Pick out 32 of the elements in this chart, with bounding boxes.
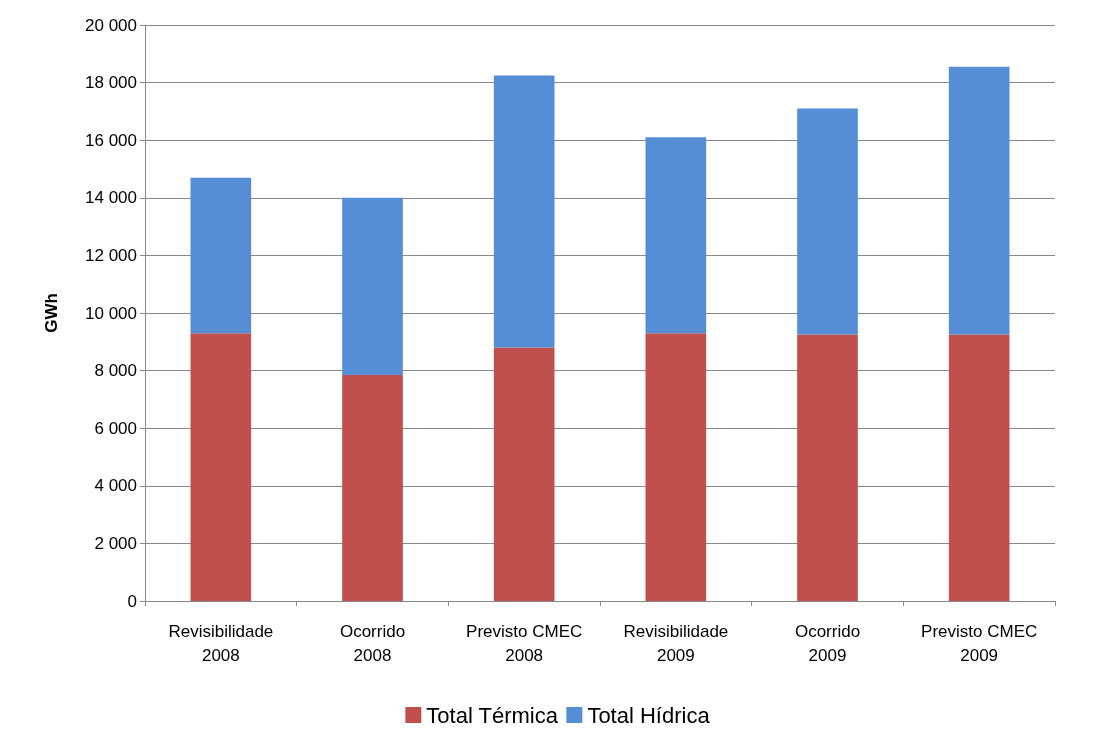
x-tick-label: Previsto CMEC 2009 — [921, 621, 1038, 665]
bar — [797, 108, 858, 335]
y-tick-label: 10 000 — [85, 303, 137, 323]
bar — [493, 347, 555, 601]
y-tick-label: 16 000 — [85, 130, 137, 150]
y-tick-label: 4 000 — [94, 476, 137, 496]
y-tick-label: 6 000 — [94, 418, 137, 438]
legend-label: Total Térmica — [426, 702, 559, 728]
x-tick-label: Ocorrido 2009 — [794, 621, 861, 665]
y-tick-label: 14 000 — [85, 188, 137, 208]
y-tick-label: 20 000 — [85, 15, 137, 35]
bar — [190, 177, 252, 334]
bar — [948, 334, 1010, 601]
legend-label: Total Hídrica — [587, 702, 711, 728]
y-axis-title: GWh — [42, 293, 61, 333]
y-tick-label: 2 000 — [94, 533, 137, 553]
bar — [645, 333, 707, 601]
y-tick-label: 18 000 — [85, 73, 137, 93]
x-tick-label: Ocorrido 2008 — [339, 621, 406, 665]
x-tick-label: Previsto CMEC 2008 — [466, 621, 583, 665]
bar — [493, 75, 555, 348]
y-tick-label: 12 000 — [85, 245, 137, 265]
y-tick-label: 0 — [127, 591, 137, 611]
y-tick-label: 8 000 — [94, 361, 137, 381]
bar — [342, 197, 403, 375]
bar — [948, 66, 1010, 335]
x-tick-label: Revisibilidade 2009 — [623, 621, 729, 665]
bar — [342, 374, 403, 601]
bar — [797, 334, 858, 601]
x-tick-label: Revisibilidade 2008 — [168, 621, 274, 665]
bar — [645, 137, 707, 334]
bar — [190, 333, 252, 601]
